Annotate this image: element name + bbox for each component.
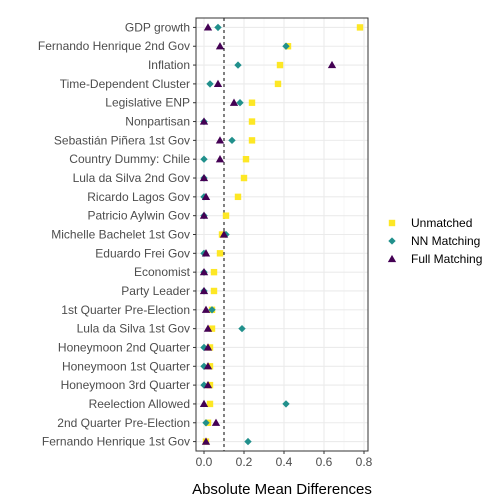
data-point-triangle <box>199 117 209 125</box>
data-point-triangle <box>203 343 213 351</box>
data-point-triangle <box>201 192 211 200</box>
data-point-triangle <box>215 136 225 144</box>
data-point-square <box>234 193 242 201</box>
y-tick-label: Patricio Aylwin Gov <box>88 209 191 223</box>
data-point-triangle <box>211 418 221 426</box>
data-point-square <box>274 80 282 88</box>
data-point-triangle <box>201 249 211 257</box>
legend-label: Full Matching <box>411 252 482 266</box>
y-tick-label: Lula da Silva 2nd Gov <box>73 171 190 185</box>
x-tick-label: 0.0 <box>196 455 213 469</box>
x-tick-label: 0.8 <box>356 455 373 469</box>
data-point-diamond <box>236 99 244 107</box>
data-point-square <box>222 212 230 219</box>
gridlines <box>196 18 368 451</box>
data-point-diamond <box>282 400 290 408</box>
x-tick-label: 0.4 <box>276 455 293 469</box>
y-tick-label: Party Leader <box>121 284 190 298</box>
data-point-square <box>210 268 218 276</box>
legend-label: NN Matching <box>411 234 480 248</box>
data-point-diamond <box>228 136 236 145</box>
y-axis-labels: GDP growth Fernando Henrique 2nd Gov Infla… <box>38 20 196 449</box>
data-point-square <box>248 137 256 144</box>
y-tick-label: Eduardo Frei Gov <box>95 246 190 260</box>
data-point-diamond <box>214 23 222 32</box>
y-tick-label: Honeymoon 3rd Quarter <box>61 378 190 392</box>
data-point-triangle <box>219 230 229 238</box>
y-tick-label: Fernando Henrique 1st Gov <box>42 435 190 449</box>
data-point-diamond <box>202 419 210 427</box>
y-tick-label: 2nd Quarter Pre-Election <box>57 416 190 430</box>
data-point-square <box>210 287 218 295</box>
data-point-square <box>216 250 224 257</box>
data-point-square <box>356 24 364 31</box>
x-tick-label: 0.6 <box>316 455 333 469</box>
data-point-square <box>206 400 214 408</box>
y-tick-label: 1st Quarter Pre-Election <box>61 303 190 317</box>
data-point-diamond <box>200 155 208 163</box>
y-tick-label: Time-Dependent Cluster <box>60 77 190 91</box>
data-point-triangle <box>199 399 209 408</box>
y-tick-label: Honeymoon 1st Quarter <box>62 359 190 373</box>
data-point-square <box>242 155 250 163</box>
data-point-triangle <box>203 380 213 389</box>
data-point-triangle <box>203 324 213 332</box>
y-tick-label: Legislative ENP <box>105 96 190 110</box>
y-tick-label: Nonpartisan <box>125 115 190 129</box>
data-point-square <box>248 118 256 125</box>
data-point-triangle <box>327 60 337 69</box>
data-point-triangle <box>201 437 211 445</box>
data-point-diamond <box>234 61 242 69</box>
y-tick-label: Honeymoon 2nd Quarter <box>58 340 190 354</box>
y-tick-label: Lula da Silva 1st Gov <box>77 322 190 336</box>
legend-key-square <box>388 219 396 227</box>
data-point-diamond <box>238 324 246 333</box>
y-tick-label: Inflation <box>148 58 190 72</box>
data-point-triangle <box>199 211 209 219</box>
data-point-diamond <box>200 343 208 352</box>
y-tick-label: Ricardo Lagos Gov <box>87 190 190 204</box>
legend-key-diamond <box>388 237 396 245</box>
y-tick-label: Sebastián Piñera 1st Gov <box>54 133 190 147</box>
data-point-triangle <box>203 23 213 31</box>
data-point-triangle <box>229 98 239 106</box>
x-tick-label: 0.2 <box>236 455 253 469</box>
x-axis-labels: 0.0 0.2 0.4 0.6 0.8 <box>196 451 373 469</box>
data-point-triangle <box>201 305 211 313</box>
data-point-square <box>208 325 216 332</box>
data-points <box>199 23 364 446</box>
y-tick-label: GDP growth <box>125 20 190 34</box>
data-point-triangle <box>199 173 209 182</box>
data-point-triangle <box>215 42 225 50</box>
legend: Unmatched NN Matching Full Matching <box>387 216 482 266</box>
y-tick-label: Fernando Henrique 2nd Gov <box>38 39 190 53</box>
y-tick-label: Country Dummy: Chile <box>69 152 190 166</box>
x-axis-title: Absolute Mean Differences <box>192 481 372 498</box>
data-point-diamond <box>244 437 252 446</box>
y-tick-label: Reelection Allowed <box>89 397 190 411</box>
data-point-square <box>240 174 248 182</box>
data-point-triangle <box>213 79 223 88</box>
data-point-triangle <box>215 155 225 163</box>
data-point-triangle <box>199 286 209 295</box>
data-point-triangle <box>199 267 209 276</box>
data-point-triangle <box>203 362 213 370</box>
data-point-diamond <box>282 42 290 50</box>
legend-key-triangle <box>387 254 397 263</box>
data-point-diamond <box>206 80 214 88</box>
data-point-diamond <box>208 306 216 314</box>
y-tick-label: Economist <box>134 265 191 279</box>
data-point-square <box>276 61 284 69</box>
y-tick-label: Michelle Bachelet 1st Gov <box>51 228 190 242</box>
legend-label: Unmatched <box>411 216 472 230</box>
data-point-square <box>248 99 256 106</box>
